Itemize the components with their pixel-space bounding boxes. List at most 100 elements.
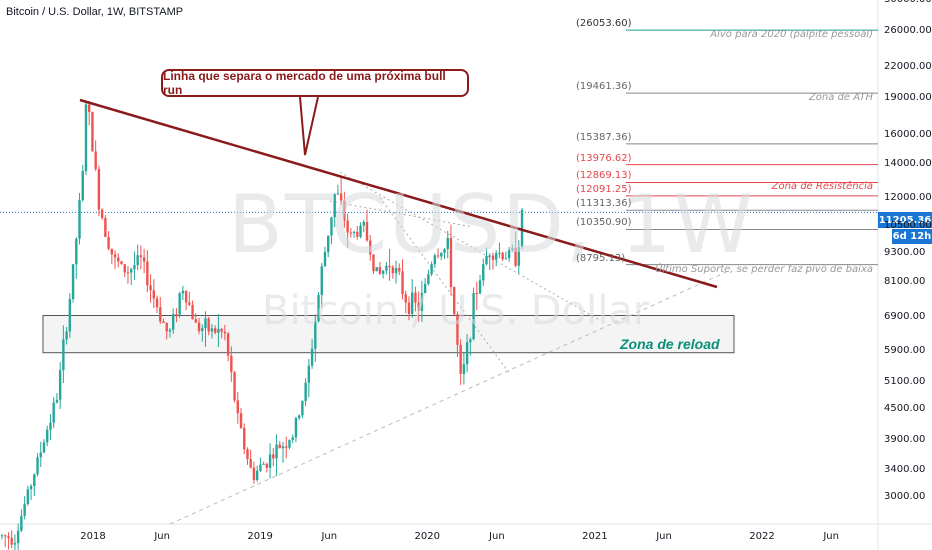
candle-body xyxy=(239,413,243,428)
candle-body xyxy=(369,240,372,255)
x-tick-label: Jun xyxy=(823,531,839,542)
level-value: (11313.36) xyxy=(576,198,632,210)
current-price-tag: 11205.36 xyxy=(878,212,932,228)
candle-body xyxy=(411,292,414,314)
candle-body xyxy=(81,171,84,201)
candle-body xyxy=(327,235,330,252)
candle-body xyxy=(430,264,433,275)
candle-body xyxy=(285,446,288,448)
candle-body xyxy=(330,217,333,236)
candle-body xyxy=(149,285,152,291)
candle-body xyxy=(352,231,356,233)
candle-body xyxy=(181,290,185,294)
candle-body xyxy=(55,399,59,403)
candle-body xyxy=(13,543,17,545)
candle-body xyxy=(233,372,236,401)
y-tick-label: 4500.00 xyxy=(884,403,926,415)
candle-body xyxy=(100,209,104,219)
level-value: (15387.36) xyxy=(576,131,632,143)
candle-body xyxy=(294,418,298,438)
candle-body xyxy=(504,258,508,260)
candle-body xyxy=(414,292,417,303)
candle-body xyxy=(288,440,291,448)
candle-body xyxy=(485,255,488,265)
candle-body xyxy=(236,400,239,414)
candle-body xyxy=(113,254,117,258)
candle-body xyxy=(281,446,285,449)
candle-body xyxy=(136,255,139,266)
candle-body xyxy=(249,458,252,468)
candle-body xyxy=(117,257,120,262)
candle-body xyxy=(365,221,369,241)
candle-body xyxy=(336,193,340,195)
candle-body xyxy=(459,344,462,374)
candle-body xyxy=(320,266,323,295)
candle-body xyxy=(71,264,75,300)
y-tick-label: 19000.00 xyxy=(884,92,932,104)
level-value: (13976.62) xyxy=(576,152,632,164)
y-tick-label: 10500.00 xyxy=(884,220,932,232)
candle-body xyxy=(220,328,223,332)
candle-body xyxy=(272,454,275,459)
candle-body xyxy=(297,415,301,419)
candle-body xyxy=(252,467,256,480)
level-value: (19461.36) xyxy=(576,81,632,93)
candle-body xyxy=(188,302,191,305)
candle-body xyxy=(378,267,382,274)
candle-body xyxy=(104,218,107,238)
candle-body xyxy=(469,339,472,343)
candle-body xyxy=(107,237,110,249)
candle-body xyxy=(507,250,511,259)
candle-body xyxy=(314,321,317,349)
candle-body xyxy=(42,442,46,453)
candle-body xyxy=(501,252,504,260)
level-value: (8795.13) xyxy=(576,252,626,264)
candle-body xyxy=(58,370,62,400)
candle-body xyxy=(494,253,498,260)
watermark-ticker: BTCUSD, 1W xyxy=(228,178,755,271)
candle-body xyxy=(465,342,469,365)
x-tick-label: 2019 xyxy=(247,531,273,542)
candle-body xyxy=(84,104,88,172)
y-tick-label: 26000.00 xyxy=(884,24,932,36)
candle-body xyxy=(46,429,49,443)
candle-body xyxy=(398,268,401,272)
y-tick-label: 5100.00 xyxy=(884,376,926,388)
candle-body xyxy=(255,470,259,480)
x-tick-label: 2018 xyxy=(80,531,106,542)
level-value: (12091.25) xyxy=(576,183,632,195)
candle-body xyxy=(394,268,398,274)
candle-body xyxy=(210,328,214,332)
reload-zone-label: Zona de reload xyxy=(620,336,720,352)
candle-body xyxy=(427,274,430,284)
candle-body xyxy=(165,323,168,332)
candle-body xyxy=(333,193,336,218)
candle-body xyxy=(436,255,440,257)
candle-body xyxy=(385,265,388,271)
candle-body xyxy=(201,328,204,332)
candle-body xyxy=(381,270,385,274)
candle-body xyxy=(491,255,495,260)
candle-body xyxy=(178,293,181,315)
candle-body xyxy=(265,463,269,468)
candle-body xyxy=(275,444,278,459)
candle-body xyxy=(49,422,52,430)
trendline-callout[interactable]: Linha que separa o mercado de uma próxim… xyxy=(161,69,469,97)
candle-body xyxy=(91,112,94,152)
candle-body xyxy=(456,314,459,345)
y-tick-label: 8100.00 xyxy=(884,276,926,288)
candle-body xyxy=(420,292,424,311)
support-trendline[interactable] xyxy=(169,271,727,525)
resistance-trendline[interactable] xyxy=(79,98,718,289)
candle-body xyxy=(33,474,36,487)
candle-body xyxy=(155,298,159,308)
candle-body xyxy=(307,365,311,383)
candle-body xyxy=(0,535,4,537)
candle-body xyxy=(520,209,524,247)
candle-body xyxy=(139,255,143,258)
candle-body xyxy=(343,200,346,221)
candle-body xyxy=(184,290,188,303)
candle-body xyxy=(246,449,249,459)
reload-zone-box[interactable] xyxy=(42,314,735,354)
